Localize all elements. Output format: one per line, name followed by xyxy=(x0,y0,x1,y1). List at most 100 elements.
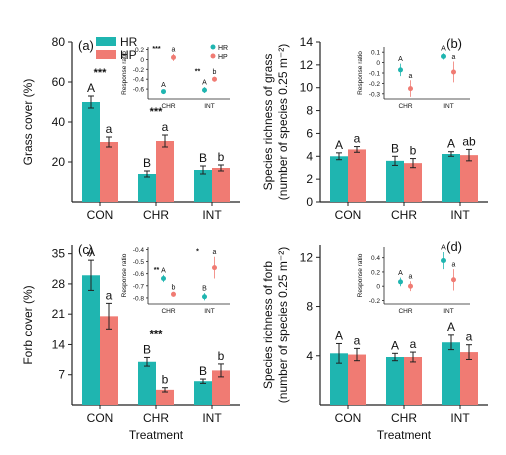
inset-significance-letter: B xyxy=(202,286,207,293)
inset-y-tick-label: -0.5 xyxy=(133,259,145,266)
x-tick-label: INT xyxy=(202,208,222,222)
inset-point-HP-CHR xyxy=(408,86,413,92)
inset-y-axis-label: Response ratio xyxy=(121,51,128,95)
inset-significance-letter: A xyxy=(398,56,403,63)
inset-point-HP-CHR xyxy=(171,54,176,60)
inset-point-HP-CHR xyxy=(408,283,413,289)
y-tick-label: 10 xyxy=(300,81,314,95)
inset-y-axis-label: Response ratio xyxy=(357,51,364,95)
y-axis-label: Species richness of grass xyxy=(261,54,275,191)
inset-y-tick-label: -0.2 xyxy=(369,298,381,305)
significance-letter: A xyxy=(447,137,455,151)
y-tick-label: 80 xyxy=(52,35,66,49)
inset-significance-letter: b xyxy=(172,284,176,291)
y-axis-label: Forb cover (%) xyxy=(21,285,35,364)
inset-c: -0.8 -0.7 -0.6 -0.5 -0.4 Response ratio CHR Ab *… xyxy=(121,247,230,315)
significance-letter: ab xyxy=(462,134,476,148)
significance-letter: A xyxy=(335,328,343,342)
significance-letter: a xyxy=(466,330,473,344)
bar-HR-CON xyxy=(330,353,348,405)
legend-label-HR: HR xyxy=(120,35,138,49)
panel-d: 4 8 12 Species richness of forb (number of s… xyxy=(261,239,488,425)
inset-point-HR-CHR xyxy=(161,89,166,95)
inset-b: -0.3 -0.2 -0.1 0 0.1 Response ratio CHR Aa INT Aa xyxy=(357,46,470,110)
x-tick-label: INT xyxy=(450,411,470,425)
bar-HP-CHR xyxy=(156,141,174,202)
bar-HR-INT xyxy=(194,381,212,405)
x-axis-label-right: Treatment xyxy=(377,428,432,442)
inset-y-tick-label: -0.4 xyxy=(133,247,145,254)
panel-b: 0 2 4 6 8 10 12 14 Species richness of grass (num… xyxy=(261,35,488,222)
inset-significance-letter: A xyxy=(161,82,166,89)
bar-HP-CON xyxy=(100,316,118,405)
inset-y-tick-label: -0.1 xyxy=(369,71,381,78)
x-tick-label: INT xyxy=(450,208,470,222)
inset-x-tick-label: CHR xyxy=(161,308,175,315)
y-tick-label: 35 xyxy=(52,247,66,261)
significance-letter: a xyxy=(106,288,113,302)
y-tick-label: 6 xyxy=(306,126,313,140)
inset-y-axis-label: Response ratio xyxy=(357,253,364,297)
inset-y-tick-label: 0 xyxy=(376,60,380,67)
bar-HP-CON xyxy=(348,354,366,405)
significance-letter: b xyxy=(162,373,169,387)
bar-HR-CHR xyxy=(138,174,156,202)
bar-HR-INT xyxy=(442,342,460,405)
inset-point-HR-CHR xyxy=(161,276,166,282)
inset-x-tick-label: CHR xyxy=(161,103,175,110)
x-tick-label: CON xyxy=(335,208,362,222)
y-tick-label: 12 xyxy=(300,58,314,72)
significance-letter: A xyxy=(335,138,343,152)
inset-point-HP-CHR xyxy=(171,291,176,297)
bar-HR-CON xyxy=(82,275,100,405)
inset-y-tick-label: 0.4 xyxy=(371,255,380,262)
inset-y-tick-label: 0.2 xyxy=(371,269,380,276)
bar-HR-CON xyxy=(82,102,100,202)
inset-significance-stars: ** xyxy=(195,69,201,76)
y-tick-label: 12 xyxy=(300,250,314,264)
inset-point-HR-INT xyxy=(441,258,446,264)
bar-HP-CHR xyxy=(404,163,422,202)
bar-HP-INT xyxy=(212,168,230,202)
significance-letter: B xyxy=(199,364,207,378)
panel-label: (b) xyxy=(446,36,462,51)
inset-significance-letter: a xyxy=(452,54,456,61)
panel-label: (a) xyxy=(78,38,94,53)
bar-HP-INT xyxy=(460,155,478,202)
bar-HP-INT xyxy=(460,352,478,405)
significance-letter: B xyxy=(143,342,151,356)
inset-significance-letter: A xyxy=(161,267,166,274)
bar-HP-INT xyxy=(212,370,230,405)
inset-y-tick-label: -0.6 xyxy=(133,271,145,278)
significance-letter: b xyxy=(410,144,417,158)
panel-label: (c) xyxy=(78,242,93,257)
significance-letter: A xyxy=(87,81,95,95)
bar-HR-CHR xyxy=(386,357,404,405)
x-tick-label: CHR xyxy=(391,411,417,425)
inset-significance-stars: *** xyxy=(152,46,160,53)
inset-significance-stars: ** xyxy=(154,267,160,274)
inset-x-tick-label: INT xyxy=(443,103,454,110)
inset-a: -0.6 -0.4 -0.2 0 0.2 Response ratio CHR Aa *** IN… xyxy=(121,44,230,110)
inset-significance-letter: A xyxy=(441,244,446,251)
significance-letter: A xyxy=(447,320,455,334)
y-tick-label: 21 xyxy=(52,307,66,321)
bar-HP-CHR xyxy=(156,389,174,405)
significance-letter: B xyxy=(199,151,207,165)
inset-point-HP-INT xyxy=(212,265,217,271)
inset-point-HP-INT xyxy=(212,76,217,82)
y-axis-label: Grass cover (%) xyxy=(21,79,35,166)
y-tick-label: 2 xyxy=(306,172,313,186)
inset-significance-letter: a xyxy=(172,46,176,53)
inset-d: -0.2 0 0.2 0.4 Response ratio CHR Aa INT Aa xyxy=(357,244,470,315)
y-tick-label: 60 xyxy=(52,75,66,89)
y-tick-label: 4 xyxy=(306,349,313,363)
inset-y-tick-label: -0.2 xyxy=(369,81,381,88)
significance-letter: a xyxy=(354,132,361,146)
inset-y-tick-label: 0 xyxy=(376,284,380,291)
inset-significance-letter: b xyxy=(213,69,217,76)
